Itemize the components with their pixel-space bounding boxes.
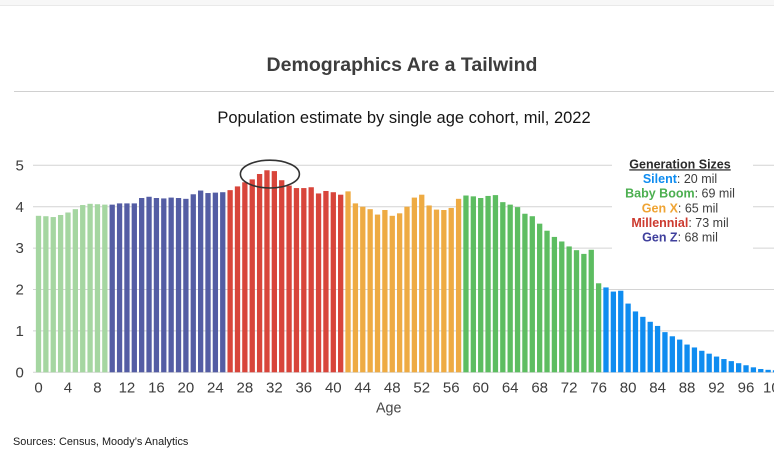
svg-text:0: 0: [15, 364, 23, 381]
svg-text:68: 68: [531, 380, 548, 397]
svg-text:28: 28: [237, 380, 254, 397]
svg-text:4: 4: [15, 199, 23, 216]
svg-text:0: 0: [34, 380, 42, 397]
svg-text:16: 16: [148, 380, 165, 397]
svg-text:Baby Boom: 69 mil: Baby Boom: 69 mil: [625, 187, 735, 201]
svg-text:5: 5: [15, 157, 23, 174]
svg-text:3: 3: [15, 240, 23, 257]
svg-text:100: 100: [763, 380, 774, 397]
svg-text:4: 4: [64, 380, 72, 397]
svg-text:2: 2: [15, 282, 23, 299]
svg-text:76: 76: [590, 380, 607, 397]
svg-text:24: 24: [207, 380, 224, 397]
svg-text:84: 84: [649, 380, 666, 397]
svg-text:Gen X: 65 mil: Gen X: 65 mil: [642, 201, 718, 215]
svg-text:92: 92: [708, 380, 725, 397]
svg-text:44: 44: [354, 380, 371, 397]
svg-text:48: 48: [384, 380, 401, 397]
svg-text:60: 60: [472, 380, 489, 397]
svg-text:88: 88: [679, 380, 696, 397]
svg-text:Gen Z: 68 mil: Gen Z: 68 mil: [642, 231, 718, 245]
svg-text:Millennial: 73 mil: Millennial: 73 mil: [631, 216, 728, 230]
svg-text:40: 40: [325, 380, 342, 397]
svg-text:36: 36: [295, 380, 312, 397]
svg-text:64: 64: [502, 380, 519, 397]
svg-text:12: 12: [119, 380, 136, 397]
svg-text:20: 20: [178, 380, 195, 397]
svg-text:96: 96: [738, 380, 755, 397]
svg-text:Silent: 20 mil: Silent: 20 mil: [643, 172, 717, 186]
svg-text:52: 52: [413, 380, 430, 397]
svg-text:56: 56: [443, 380, 460, 397]
svg-text:32: 32: [266, 380, 283, 397]
svg-text:Generation Sizes: Generation Sizes: [629, 157, 730, 171]
svg-text:Age: Age: [376, 401, 401, 417]
svg-text:8: 8: [93, 380, 101, 397]
svg-text:72: 72: [561, 380, 578, 397]
svg-text:1: 1: [15, 323, 23, 340]
svg-text:80: 80: [620, 380, 637, 397]
